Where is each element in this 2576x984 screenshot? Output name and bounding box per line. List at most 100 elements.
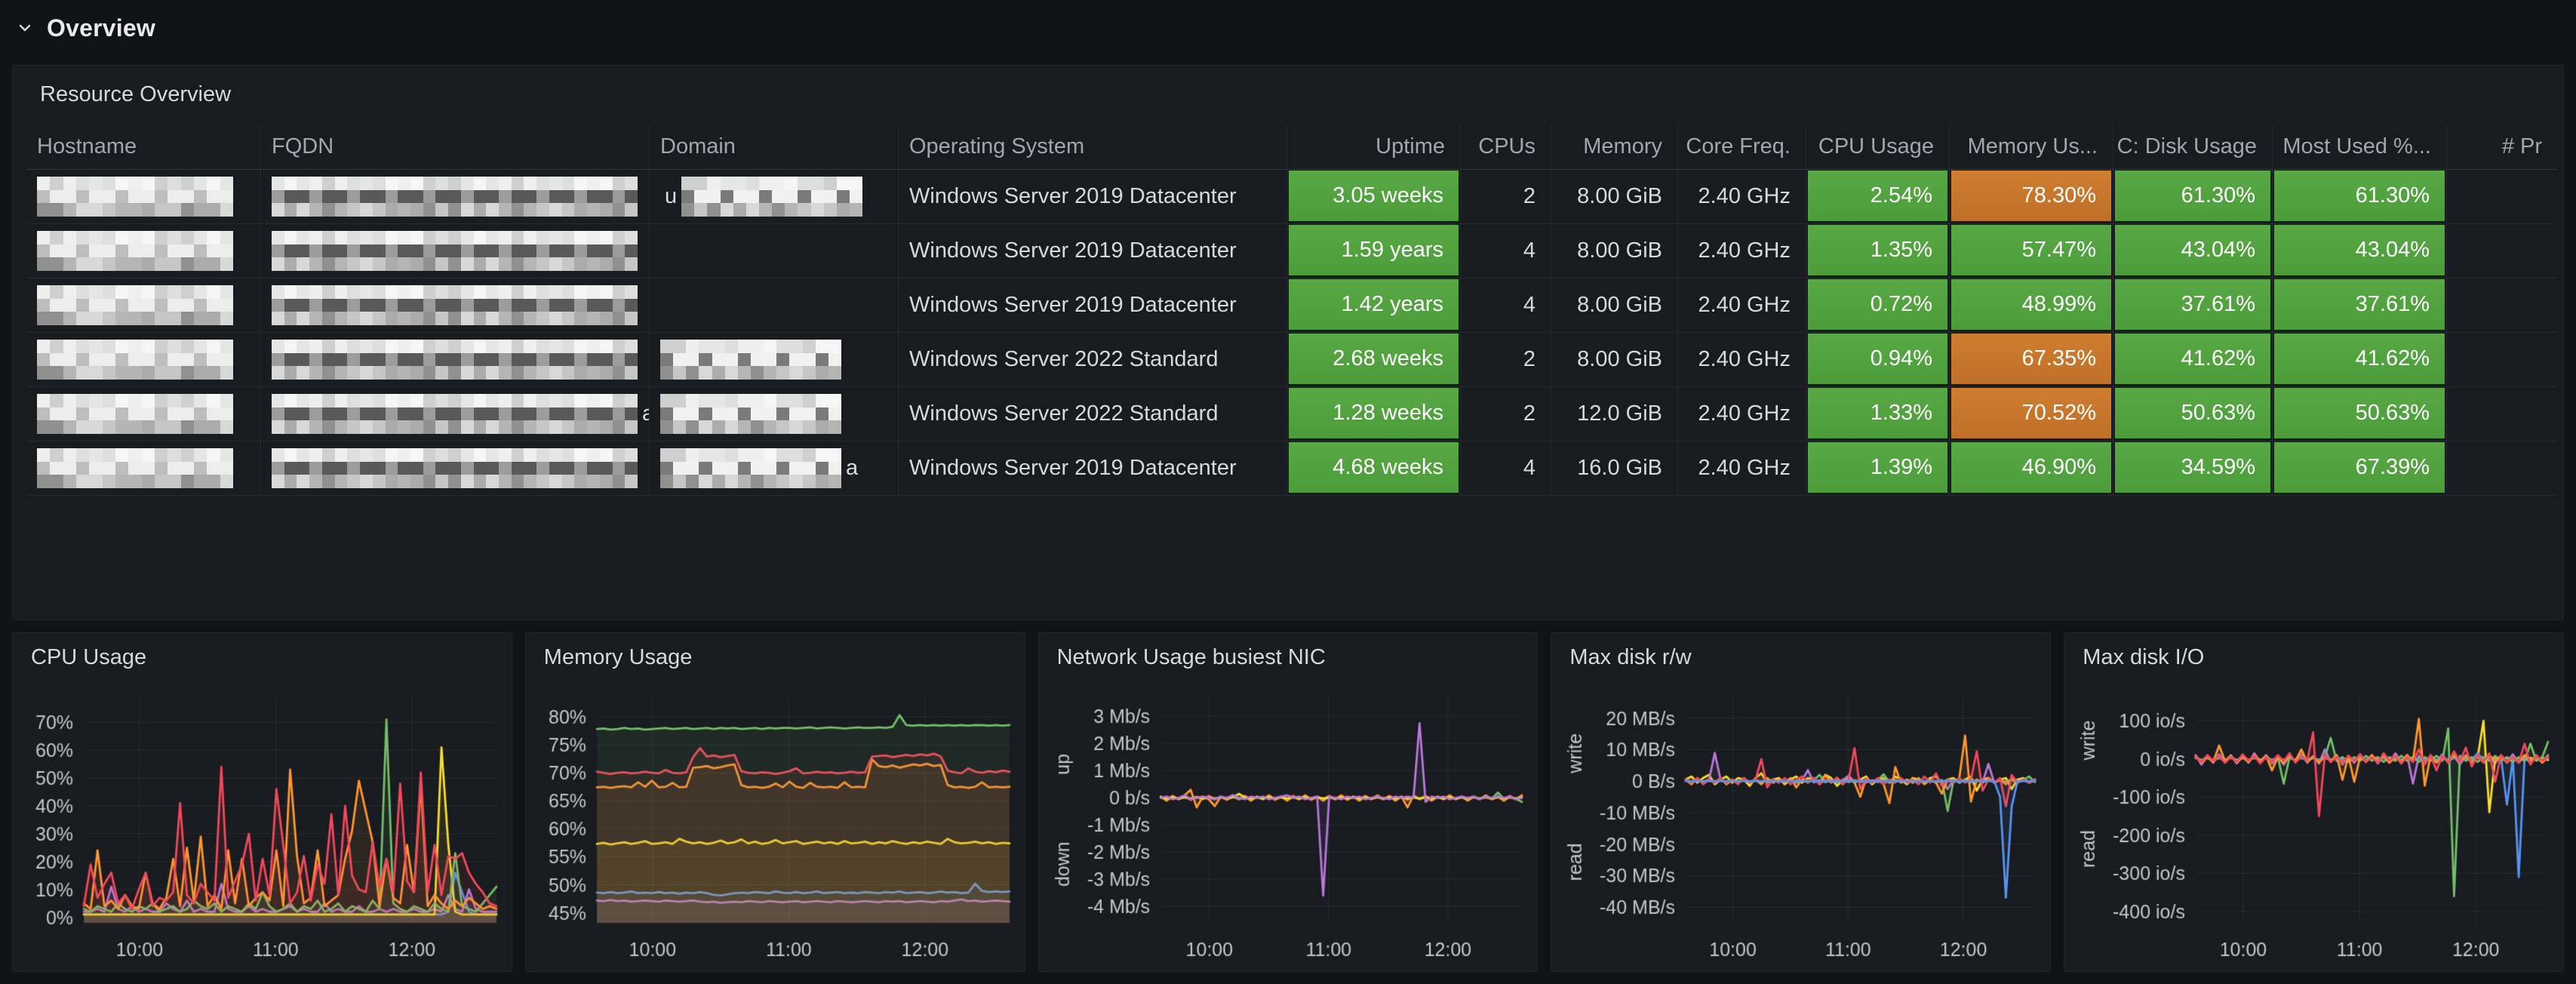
max-disk-io-panel: Max disk I/O xyxy=(2064,632,2564,972)
column-header-corefreq[interactable]: Core Freq. xyxy=(1677,125,1806,169)
memory-usage-panel: Memory Usage xyxy=(524,632,1025,972)
memory-usage-chart[interactable] xyxy=(525,633,1025,971)
cell-hostname xyxy=(26,224,260,278)
column-header-mem_usage[interactable]: Memory Us... xyxy=(1949,125,2113,169)
redacted-hostname xyxy=(37,340,233,380)
row-title[interactable]: Overview xyxy=(47,14,155,42)
column-header-fqdn[interactable]: FQDN xyxy=(260,125,649,169)
charts-row: CPU Usage Memory Usage Network Usage bus… xyxy=(12,632,2564,972)
column-header-most_used[interactable]: Most Used %... xyxy=(2272,125,2446,169)
cell-most_used: 37.61% xyxy=(2272,278,2446,332)
redacted-fqdn xyxy=(272,231,638,271)
column-header-uptime[interactable]: Uptime xyxy=(1286,125,1460,169)
column-header-hostname[interactable]: Hostname xyxy=(37,134,137,158)
panel-title[interactable]: CPU Usage xyxy=(31,645,147,669)
cell-cpus: 2 xyxy=(1460,170,1551,223)
threshold-cell-green: 34.59% xyxy=(2115,442,2270,493)
cell-hostname xyxy=(26,170,260,223)
cell-hostname xyxy=(26,387,260,441)
cell-cpus: 2 xyxy=(1460,333,1551,386)
column-header-cpus[interactable]: CPUs xyxy=(1460,125,1551,169)
cell-fqdn xyxy=(260,333,649,386)
max-disk-io-chart[interactable] xyxy=(2064,633,2563,971)
cell-os: Windows Server 2019 Datacenter xyxy=(898,170,1286,223)
panel-title[interactable]: Resource Overview xyxy=(40,82,232,106)
threshold-cell-orange: 70.52% xyxy=(1951,388,2111,438)
redacted-domain xyxy=(660,340,841,380)
cell-uptime: 1.59 years xyxy=(1286,224,1460,278)
cell-fqdn xyxy=(260,170,649,223)
threshold-cell-green: 1.28 weeks xyxy=(1289,388,1459,438)
threshold-cell-green: 41.62% xyxy=(2274,334,2445,384)
cell-memory: 12.0 GiB xyxy=(1551,387,1677,441)
table-row: Windows Server 2019 Datacenter 1.42 years… xyxy=(26,278,2557,333)
max-disk-rw-chart[interactable] xyxy=(1551,633,2051,971)
cell-cpu_usage: 1.35% xyxy=(1806,224,1949,278)
cell-os: Windows Server 2019 Datacenter xyxy=(898,441,1286,495)
cell-domain: u xyxy=(649,170,898,223)
cell-hostname xyxy=(26,441,260,495)
cell-c_disk: 50.63% xyxy=(2113,387,2272,441)
network-usage-chart[interactable] xyxy=(1038,633,1538,971)
cell-memory: 8.00 GiB xyxy=(1551,170,1677,223)
column-header-c_disk[interactable]: C: Disk Usage xyxy=(2113,125,2272,169)
threshold-cell-green: 50.63% xyxy=(2274,388,2445,438)
redacted-hostname xyxy=(37,448,233,488)
cell-cpu_usage: 1.39% xyxy=(1806,441,1949,495)
threshold-cell-green: 43.04% xyxy=(2115,225,2270,275)
cell-domain: a xyxy=(649,441,898,495)
column-header-memory[interactable]: Memory xyxy=(1551,125,1677,169)
threshold-cell-green: 3.05 weeks xyxy=(1289,171,1459,221)
cell-uptime: 1.28 weeks xyxy=(1286,387,1460,441)
cell-cpus: 2 xyxy=(1460,387,1551,441)
cell-domain xyxy=(649,224,898,278)
cell-mem_usage: 57.47% xyxy=(1949,224,2113,278)
panel-title[interactable]: Memory Usage xyxy=(543,645,693,669)
redacted-fqdn xyxy=(272,448,638,488)
panel-title[interactable]: Max disk I/O xyxy=(2083,645,2205,669)
table-row: a Windows Server 2019 Datacenter 4.68 week… xyxy=(26,441,2557,496)
cell-c_disk: 34.59% xyxy=(2113,441,2272,495)
threshold-cell-green: 37.61% xyxy=(2274,279,2445,330)
cell-most_used: 67.39% xyxy=(2272,441,2446,495)
column-header-domain[interactable]: Domain xyxy=(649,125,898,169)
threshold-cell-green: 37.61% xyxy=(2115,279,2270,330)
cell-hostname xyxy=(26,333,260,386)
redacted-text-fragment: a xyxy=(846,456,859,480)
threshold-cell-green: 41.62% xyxy=(2115,334,2270,384)
cell-num_proc xyxy=(2446,333,2557,386)
column-header-os[interactable]: Operating System xyxy=(898,125,1286,169)
threshold-cell-green: 57.47% xyxy=(1951,225,2111,275)
cell-fqdn xyxy=(260,278,649,332)
threshold-cell-green: 2.54% xyxy=(1808,171,1947,221)
cell-most_used: 61.30% xyxy=(2272,170,2446,223)
threshold-cell-green: 1.33% xyxy=(1808,388,1947,438)
cell-corefreq: 2.40 GHz xyxy=(1677,170,1806,223)
threshold-cell-green: 1.35% xyxy=(1808,225,1947,275)
panel-title[interactable]: Network Usage busiest NIC xyxy=(1056,645,1326,669)
cell-domain xyxy=(649,278,898,332)
table-row: Windows Server 2022 Standard 2.68 weeks 2 8… xyxy=(26,333,2557,387)
threshold-cell-green: 48.99% xyxy=(1951,279,2111,330)
dashboard-row-overview[interactable]: Overview xyxy=(15,9,155,47)
threshold-cell-green: 0.94% xyxy=(1808,334,1947,384)
column-header-num_proc[interactable]: # Pr xyxy=(2446,125,2557,169)
cell-uptime: 4.68 weeks xyxy=(1286,441,1460,495)
threshold-cell-green: 46.90% xyxy=(1951,442,2111,493)
cell-mem_usage: 67.35% xyxy=(1949,333,2113,386)
network-usage-panel: Network Usage busiest NIC xyxy=(1037,632,1539,972)
cell-cpu_usage: 2.54% xyxy=(1806,170,1949,223)
chevron-down-icon[interactable] xyxy=(15,18,35,38)
cell-mem_usage: 70.52% xyxy=(1949,387,2113,441)
cell-domain xyxy=(649,333,898,386)
panel-title[interactable]: Max disk r/w xyxy=(1569,645,1692,669)
threshold-cell-green: 43.04% xyxy=(2274,225,2445,275)
cell-num_proc xyxy=(2446,170,2557,223)
cpu-usage-chart[interactable] xyxy=(13,633,512,971)
threshold-cell-green: 2.68 weeks xyxy=(1289,334,1459,384)
column-header-cpu_usage[interactable]: CPU Usage xyxy=(1806,125,1949,169)
cell-cpus: 4 xyxy=(1460,441,1551,495)
redacted-hostname xyxy=(37,177,233,217)
threshold-cell-green: 61.30% xyxy=(2115,171,2270,221)
